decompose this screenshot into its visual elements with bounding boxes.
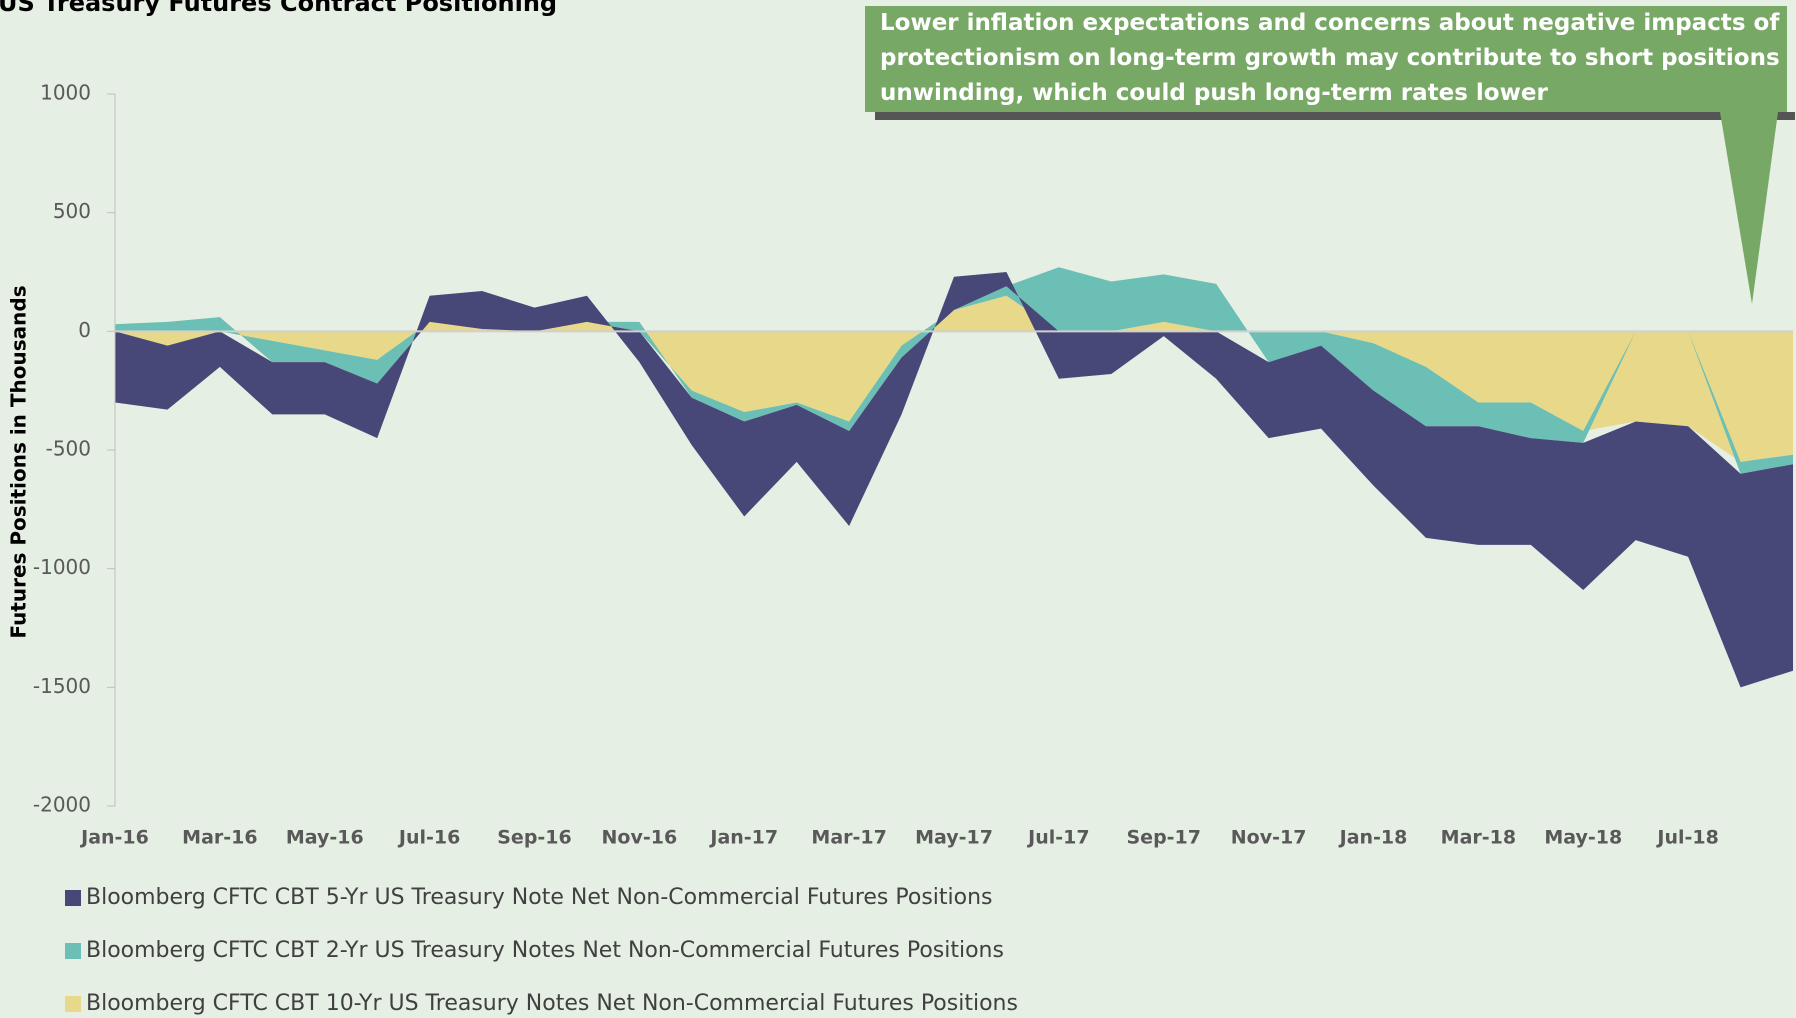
x-tick-label: Jan-16 [79,827,149,849]
x-tick-label: Nov-17 [1231,827,1307,849]
x-tick-label: Jul-18 [1655,827,1718,849]
x-tick-label: Jan-18 [1338,827,1408,849]
y-tick-label: 500 [53,199,91,223]
y-tick-label: 1000 [40,81,91,105]
y-tick-label: 0 [78,318,91,342]
x-tick-label: Mar-16 [182,827,257,849]
y-axis-label: Futures Positions in Thousands [7,285,31,638]
x-tick-label: Mar-17 [811,827,886,849]
legend-label: Bloomberg CFTC CBT 5-Yr US Treasury Note… [86,885,993,910]
y-tick-label: -1000 [33,555,91,579]
area [115,272,1793,688]
legend-swatch [65,890,81,906]
x-tick-label: Jul-16 [397,827,460,849]
legend-label: Bloomberg CFTC CBT 2-Yr US Treasury Note… [86,938,1004,963]
x-tick-label: Jul-17 [1026,827,1089,849]
callout-shadow [875,112,1795,120]
x-tick-label: May-16 [286,827,364,849]
legend-swatch [65,996,81,1012]
x-tick-label: May-18 [1544,827,1622,849]
legend-swatch [65,943,81,959]
y-tick-label: -1500 [33,674,91,698]
callout-text-box: Lower inflation expectations and concern… [880,10,1780,106]
y-tick-label: -500 [46,437,91,461]
callout-text: Lower inflation expectations and concern… [880,10,1780,106]
x-tick-label: Sep-16 [497,827,572,849]
legend-label: Bloomberg CFTC CBT 10-Yr US Treasury Not… [86,991,1018,1016]
x-tick-label: Sep-17 [1127,827,1202,849]
callout [865,6,1787,304]
x-tick-label: Mar-18 [1441,827,1516,849]
x-tick-label: Nov-16 [602,827,678,849]
chart-title: US Treasury Futures Contract Positioning [0,0,557,17]
x-tick-label: Jan-17 [708,827,778,849]
area [115,295,1793,462]
plot-area [115,267,1793,688]
x-tick-label: May-17 [915,827,993,849]
y-tick-label: -2000 [33,793,91,817]
